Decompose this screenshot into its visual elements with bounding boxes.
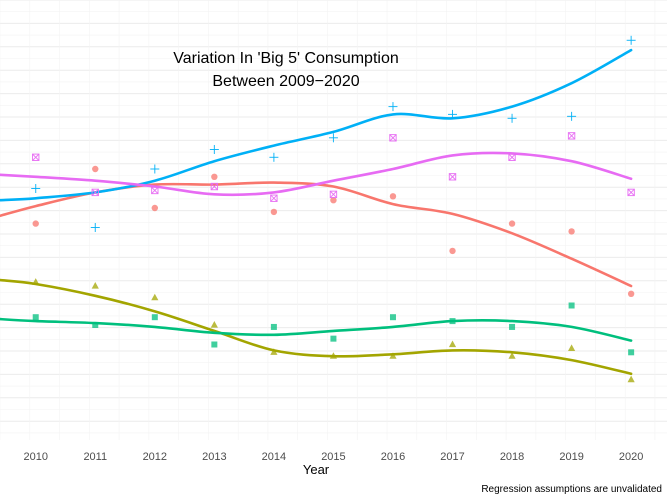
trend-line-series-3 bbox=[0, 317, 633, 342]
data-point-circle bbox=[151, 204, 159, 212]
grid-layer bbox=[0, 0, 667, 440]
data-point-triangle bbox=[91, 282, 99, 289]
data-point-triangle bbox=[389, 352, 397, 359]
x-axis-title: Year bbox=[303, 462, 330, 477]
point-layer bbox=[31, 35, 636, 383]
data-point-boxcross bbox=[32, 153, 40, 162]
data-point-triangle bbox=[210, 321, 218, 328]
data-point-boxcross bbox=[567, 132, 576, 140]
data-point-boxcross bbox=[270, 194, 278, 202]
data-point-square bbox=[509, 323, 516, 330]
data-point-square bbox=[449, 318, 456, 325]
data-point-triangle bbox=[567, 344, 576, 351]
data-point-square bbox=[330, 335, 337, 342]
data-point-circle bbox=[508, 220, 516, 227]
x-tick-label: 2013 bbox=[202, 451, 226, 463]
chart-title-line-2: Between 2009−2020 bbox=[212, 73, 359, 90]
x-tick-label: 2015 bbox=[321, 451, 345, 463]
data-point-triangle bbox=[508, 352, 516, 359]
data-point-plus bbox=[507, 113, 517, 123]
data-point-boxcross bbox=[448, 173, 457, 181]
data-point-plus bbox=[269, 152, 279, 162]
x-tick-labels: 2010 2011 2012 2013 2014 2015 2016 2017 2018 2019… bbox=[23, 451, 643, 463]
data-point-triangle bbox=[151, 293, 159, 301]
chart-caption: Regression assumptions are unvalidated bbox=[481, 484, 662, 495]
data-point-triangle bbox=[32, 278, 40, 285]
data-point-square bbox=[92, 322, 99, 328]
data-point-boxcross bbox=[210, 182, 219, 191]
data-point-circle bbox=[330, 197, 337, 204]
data-point-circle bbox=[389, 193, 397, 200]
data-point-boxcross bbox=[389, 134, 397, 142]
x-tick-label: 2017 bbox=[440, 451, 464, 463]
data-point-circle bbox=[568, 228, 575, 235]
data-point-square bbox=[211, 341, 218, 348]
data-point-plus bbox=[626, 35, 636, 45]
data-point-circle bbox=[627, 290, 635, 297]
data-point-plus bbox=[150, 164, 160, 174]
x-tick-label: 2014 bbox=[262, 451, 286, 463]
x-tick-label: 2019 bbox=[559, 451, 583, 463]
x-tick-label: 2012 bbox=[143, 451, 167, 463]
data-point-plus bbox=[567, 111, 577, 121]
data-point-circle bbox=[270, 208, 278, 216]
data-point-triangle bbox=[270, 348, 278, 355]
data-point-square bbox=[270, 323, 277, 330]
data-point-triangle bbox=[329, 352, 338, 359]
trend-layer bbox=[0, 48, 633, 376]
data-point-plus bbox=[31, 184, 41, 193]
data-point-plus bbox=[448, 109, 458, 119]
data-point-circle bbox=[449, 247, 456, 255]
trend-line-series-4 bbox=[0, 48, 633, 202]
x-tick-label: 2020 bbox=[619, 451, 643, 463]
data-point-boxcross bbox=[151, 186, 159, 195]
data-point-plus bbox=[209, 145, 219, 154]
data-point-square bbox=[32, 314, 39, 321]
data-point-boxcross bbox=[329, 190, 338, 199]
data-point-triangle bbox=[627, 375, 635, 383]
x-tick-label: 2018 bbox=[500, 451, 524, 463]
x-tick-label: 2010 bbox=[23, 451, 47, 463]
chart-title-line-1: Variation In 'Big 5' Consumption bbox=[173, 50, 399, 67]
data-point-plus bbox=[388, 102, 398, 112]
data-point-square bbox=[151, 314, 158, 321]
data-point-square bbox=[628, 349, 635, 356]
trend-line-series-2 bbox=[0, 278, 633, 376]
data-point-boxcross bbox=[508, 153, 516, 162]
data-point-circle bbox=[92, 165, 99, 173]
x-tick-label: 2011 bbox=[83, 451, 107, 463]
data-point-triangle bbox=[448, 340, 457, 348]
x-tick-label: 2016 bbox=[381, 451, 405, 463]
trend-line-series-5 bbox=[0, 151, 633, 197]
data-point-circle bbox=[211, 173, 218, 180]
data-point-square bbox=[389, 314, 396, 321]
data-point-plus bbox=[90, 223, 100, 232]
data-point-boxcross bbox=[627, 188, 635, 197]
data-point-plus bbox=[328, 133, 338, 143]
data-point-circle bbox=[32, 220, 39, 227]
data-point-boxcross bbox=[91, 188, 99, 197]
data-point-square bbox=[568, 302, 575, 309]
